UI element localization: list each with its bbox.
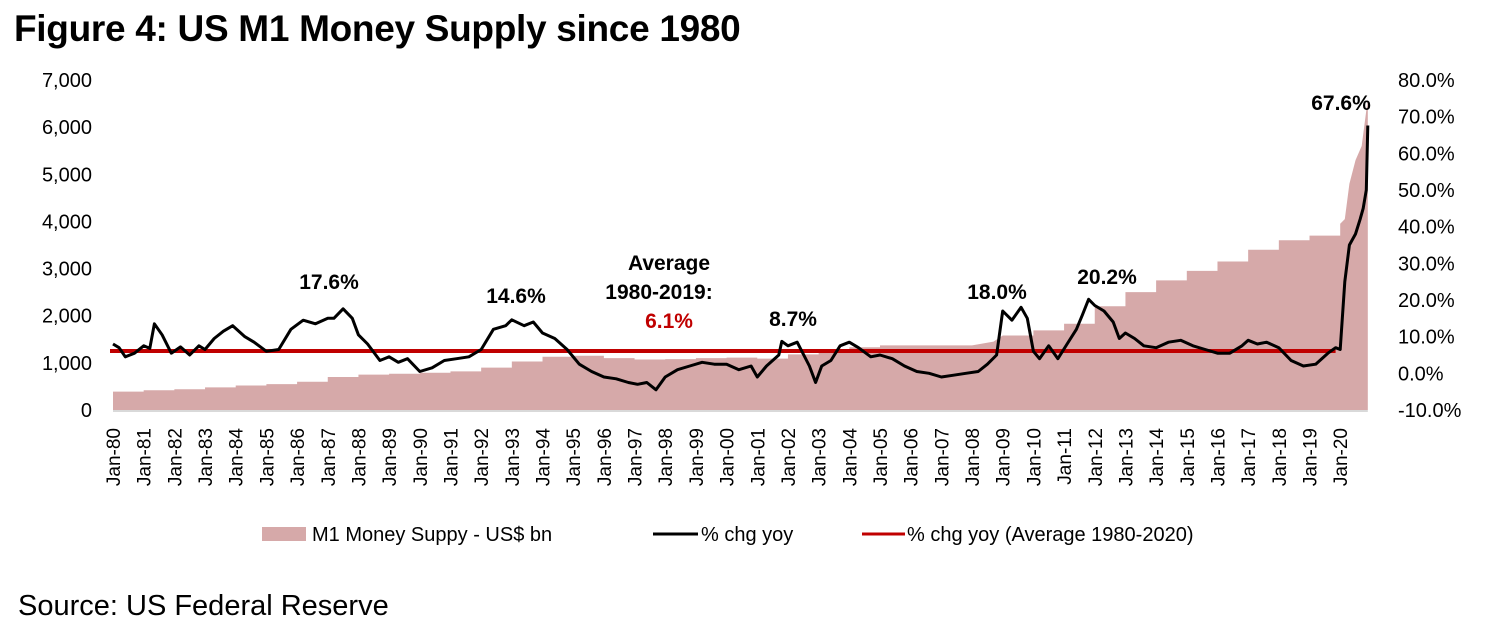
peak-annotation: 17.6% (299, 271, 359, 294)
right-axis-tick-label: 50.0% (1398, 180, 1455, 202)
x-axis-tick-label: Jan-05 (871, 428, 892, 486)
x-axis-tick-label: Jan-84 (227, 428, 248, 487)
x-axis-tick-label: Jan-90 (411, 428, 432, 486)
x-axis-tick-label: Jan-10 (1024, 428, 1045, 486)
x-axis-tick-label: Jan-95 (564, 428, 585, 486)
left-axis-tick-label: 7,000 (42, 70, 92, 92)
x-axis-tick-label: Jan-00 (718, 428, 739, 486)
x-axis-tick-label: Jan-15 (1178, 428, 1199, 486)
right-axis-tick-label: 30.0% (1398, 253, 1455, 275)
x-axis-tick-label: Jan-86 (288, 428, 309, 486)
x-axis-tick-label: Jan-13 (1116, 428, 1137, 486)
x-axis-tick-label: Jan-81 (135, 428, 156, 486)
right-axis-tick-label: 0.0% (1398, 363, 1444, 385)
source-note: Source: US Federal Reserve (18, 590, 389, 622)
x-axis-tick-label: Jan-16 (1208, 428, 1229, 486)
x-axis-tick-label: Jan-14 (1147, 428, 1168, 487)
right-axis-tick-label: 10.0% (1398, 327, 1455, 349)
x-axis-tick-label: Jan-83 (196, 428, 217, 486)
right-axis-tick-label: 80.0% (1398, 70, 1455, 92)
annotations: 17.6% 14.6% 8.7% 18.0% 20.2% 67.6% (299, 92, 1371, 331)
legend-label-average: % chg yoy (Average 1980-2020) (907, 524, 1193, 546)
figure-title: Figure 4: US M1 Money Supply since 1980 (14, 8, 741, 49)
x-axis-tick-label: Jan-09 (994, 428, 1015, 486)
peak-annotation: 20.2% (1077, 266, 1137, 289)
left-axis-tick-label: 0 (81, 400, 92, 422)
x-axis-tick-label: Jan-18 (1270, 428, 1291, 486)
left-axis-tick-label: 2,000 (42, 306, 92, 328)
x-axis-tick-label: Jan-94 (534, 428, 555, 487)
x-axis-tick-label: Jan-07 (932, 428, 953, 486)
x-axis-tick-label: Jan-11 (1055, 428, 1076, 485)
right-axis-tick-label: -10.0% (1398, 400, 1462, 422)
m1-area (113, 98, 1368, 410)
chart: 0 1,000 2,000 3,000 4,000 5,000 6,000 7,000 -10… (42, 70, 1462, 546)
x-axis-tick-label: Jan-02 (779, 428, 800, 486)
peak-annotation: 67.6% (1311, 92, 1371, 115)
x-axis-tick-label: Jan-88 (349, 428, 370, 486)
peak-annotation: 8.7% (769, 308, 817, 331)
right-axis-tick-label: 60.0% (1398, 143, 1455, 165)
x-axis: Jan-80 Jan-81 Jan-82 Jan-83 Jan-84 Jan-85 Jan-… (104, 428, 1352, 487)
x-axis-tick-label: Jan-01 (748, 428, 769, 486)
left-axis-tick-label: 5,000 (42, 164, 92, 186)
peak-annotation: 18.0% (967, 281, 1027, 304)
x-axis-tick-label: Jan-19 (1301, 428, 1322, 486)
x-axis-tick-label: Jan-82 (165, 428, 186, 486)
legend-swatch-m1 (262, 527, 306, 541)
x-axis-tick-label: Jan-85 (257, 428, 278, 486)
right-axis-tick-label: 40.0% (1398, 217, 1455, 239)
x-axis-tick-label: Jan-08 (963, 428, 984, 486)
right-axis-tick-label: 20.0% (1398, 290, 1455, 312)
left-axis: 0 1,000 2,000 3,000 4,000 5,000 6,000 7,000 (42, 70, 92, 422)
x-axis-tick-label: Jan-91 (441, 428, 462, 486)
x-axis-tick-label: Jan-12 (1086, 428, 1107, 486)
legend-label-yoy: % chg yoy (701, 524, 793, 546)
right-axis: -10.0% 0.0% 10.0% 20.0% 30.0% 40.0% 50.0% 60.0%… (1398, 70, 1462, 422)
line-layer (112, 125, 1370, 392)
average-label-line2: 1980-2019: (605, 281, 712, 304)
x-axis-tick-label: Jan-96 (595, 428, 616, 486)
right-axis-tick-label: 70.0% (1398, 107, 1455, 129)
legend: M1 Money Suppy - US$ bn % chg yoy % chg … (262, 524, 1193, 546)
x-axis-tick-label: Jan-92 (472, 428, 493, 486)
left-axis-tick-label: 1,000 (42, 353, 92, 375)
x-axis-tick-label: Jan-99 (687, 428, 708, 486)
x-axis-tick-label: Jan-80 (104, 428, 125, 486)
x-axis-tick-label: Jan-93 (503, 428, 524, 486)
yoy-line (112, 125, 1370, 392)
left-axis-tick-label: 6,000 (42, 117, 92, 139)
peak-annotation: 14.6% (486, 285, 546, 308)
x-axis-tick-label: Jan-89 (380, 428, 401, 486)
x-axis-tick-label: Jan-03 (810, 428, 831, 486)
area-layer (113, 98, 1368, 412)
x-axis-tick-label: Jan-20 (1331, 428, 1352, 486)
left-axis-tick-label: 4,000 (42, 211, 92, 233)
average-label-value: 6.1% (645, 310, 693, 333)
legend-label-m1: M1 Money Suppy - US$ bn (312, 524, 552, 546)
x-axis-tick-label: Jan-98 (656, 428, 677, 486)
x-axis-tick-label: Jan-04 (840, 428, 861, 487)
x-axis-tick-label: Jan-87 (319, 428, 340, 486)
x-axis-tick-label: Jan-17 (1239, 428, 1260, 486)
left-axis-tick-label: 3,000 (42, 259, 92, 281)
x-axis-tick-label: Jan-97 (626, 428, 647, 486)
average-label-line1: Average (628, 252, 710, 275)
x-axis-tick-label: Jan-06 (902, 428, 923, 486)
